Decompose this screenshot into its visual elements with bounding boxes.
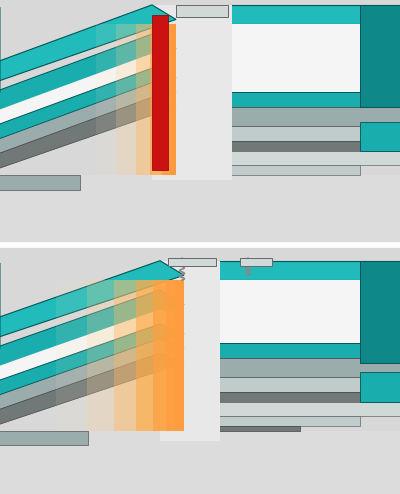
Polygon shape	[0, 175, 80, 190]
Polygon shape	[216, 261, 400, 280]
Polygon shape	[228, 107, 400, 126]
Polygon shape	[216, 377, 400, 392]
Polygon shape	[152, 5, 232, 180]
Polygon shape	[114, 280, 184, 431]
Polygon shape	[360, 122, 400, 151]
Polygon shape	[87, 280, 184, 431]
Polygon shape	[240, 258, 272, 266]
Polygon shape	[228, 24, 400, 92]
Polygon shape	[176, 5, 228, 17]
Polygon shape	[152, 15, 168, 170]
Polygon shape	[228, 141, 400, 151]
Polygon shape	[216, 358, 400, 377]
Polygon shape	[0, 97, 176, 175]
Polygon shape	[0, 251, 400, 494]
Polygon shape	[0, 53, 176, 131]
Polygon shape	[166, 280, 184, 431]
Polygon shape	[0, 34, 176, 117]
Polygon shape	[0, 68, 176, 146]
Polygon shape	[216, 343, 400, 358]
Polygon shape	[360, 5, 400, 107]
Polygon shape	[0, 309, 184, 387]
Polygon shape	[0, 353, 184, 431]
Polygon shape	[228, 165, 360, 175]
Polygon shape	[0, 0, 400, 243]
Polygon shape	[216, 416, 360, 426]
Polygon shape	[116, 24, 176, 175]
Polygon shape	[0, 431, 400, 494]
Polygon shape	[150, 24, 176, 175]
Polygon shape	[160, 261, 220, 441]
Polygon shape	[0, 324, 184, 402]
Polygon shape	[228, 5, 400, 24]
Polygon shape	[170, 24, 176, 175]
Polygon shape	[0, 290, 184, 372]
Polygon shape	[175, 280, 184, 431]
Polygon shape	[228, 126, 400, 141]
Polygon shape	[162, 24, 176, 175]
Polygon shape	[360, 372, 400, 402]
Polygon shape	[216, 426, 300, 431]
Polygon shape	[168, 258, 216, 266]
Polygon shape	[136, 280, 184, 431]
Polygon shape	[360, 261, 400, 363]
Polygon shape	[0, 5, 176, 87]
Polygon shape	[216, 280, 400, 343]
Polygon shape	[0, 82, 176, 161]
Polygon shape	[96, 24, 176, 175]
Polygon shape	[228, 151, 400, 165]
Polygon shape	[136, 24, 176, 175]
Polygon shape	[153, 280, 184, 431]
Polygon shape	[0, 338, 184, 416]
Polygon shape	[56, 280, 184, 431]
Polygon shape	[228, 92, 400, 107]
Polygon shape	[216, 402, 400, 416]
Polygon shape	[216, 392, 400, 402]
Polygon shape	[0, 261, 184, 343]
Polygon shape	[0, 431, 88, 446]
Polygon shape	[0, 175, 400, 243]
